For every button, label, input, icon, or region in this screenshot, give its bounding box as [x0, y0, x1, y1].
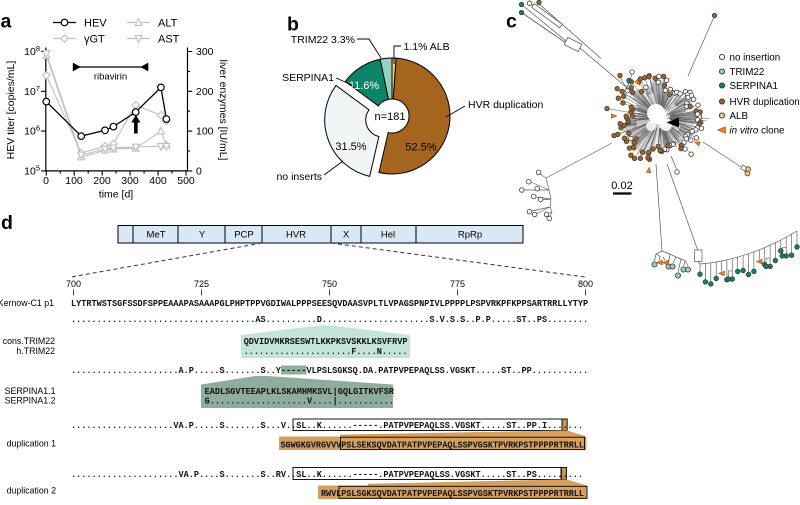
svg-text:a: a — [1, 11, 12, 33]
svg-text:Y: Y — [199, 230, 206, 241]
svg-text:SERPINA1: SERPINA1 — [730, 81, 778, 92]
svg-text:1.1% ALB: 1.1% ALB — [404, 41, 450, 53]
svg-text:0: 0 — [43, 175, 49, 187]
svg-text:200: 200 — [196, 86, 214, 98]
svg-text:d: d — [1, 212, 13, 234]
svg-text:300: 300 — [121, 175, 139, 187]
svg-text:400: 400 — [149, 175, 167, 187]
svg-text:SERPINA1: SERPINA1 — [282, 72, 334, 84]
svg-text:X: X — [343, 230, 350, 241]
svg-text:.....................F....N...: .....................F....N..... — [244, 346, 408, 357]
svg-text:0: 0 — [196, 165, 202, 177]
svg-text:100: 100 — [196, 126, 214, 138]
svg-text:SERPINA1.1: SERPINA1.1 — [5, 386, 56, 396]
svg-text:time [d]: time [d] — [99, 189, 134, 201]
svg-text:750: 750 — [322, 279, 337, 289]
svg-text:γGT: γGT — [84, 34, 105, 46]
svg-text:200: 200 — [93, 175, 111, 187]
svg-text:cons.TRIM22: cons.TRIM22 — [3, 336, 55, 346]
svg-text:52.5%: 52.5% — [405, 142, 436, 154]
svg-text:725: 725 — [194, 279, 209, 289]
svg-text:h.TRIM22: h.TRIM22 — [16, 346, 55, 356]
svg-text:no inserts: no inserts — [276, 171, 322, 183]
svg-text:b: b — [287, 14, 299, 36]
svg-text:ribavirin: ribavirin — [94, 72, 127, 83]
svg-text:..............................: ....................................AS..… — [71, 314, 588, 325]
svg-text:TRIM22 3.3%: TRIM22 3.3% — [291, 34, 355, 46]
svg-text:n=181: n=181 — [375, 111, 406, 123]
svg-text:HVR: HVR — [286, 230, 306, 241]
svg-text:TRIM22: TRIM22 — [730, 67, 765, 78]
svg-text:HVR duplication: HVR duplication — [468, 99, 543, 111]
svg-text:no insertion: no insertion — [730, 53, 781, 64]
svg-text:HEV titer [copies/mL]: HEV titer [copies/mL] — [5, 61, 17, 160]
svg-text:in vitro clone: in vitro clone — [730, 126, 786, 137]
svg-text:RWVLPSLSGKSQVDATPATPVPEPAQLSSP: RWVLPSLSGKSQVDATPATPVPEPAQLSSPVGSKTPVRKP… — [321, 488, 584, 499]
svg-text:ALB: ALB — [730, 111, 749, 122]
svg-text:11.6%: 11.6% — [349, 80, 380, 92]
svg-text:c: c — [506, 11, 517, 33]
svg-text:HEV: HEV — [84, 18, 107, 30]
svg-text:.....................VA.P....S: .....................VA.P....S.......S..… — [71, 469, 583, 480]
svg-text:HVR duplication: HVR duplication — [730, 97, 800, 108]
svg-text:PCP: PCP — [234, 230, 254, 241]
svg-text:700: 700 — [66, 279, 81, 289]
svg-text:SERPINA1.2: SERPINA1.2 — [5, 396, 56, 406]
svg-text:31.5%: 31.5% — [335, 141, 366, 153]
svg-text:duplication 2: duplication 2 — [7, 486, 57, 496]
svg-text:liver enzymes [IU/mL]: liver enzymes [IU/mL] — [217, 60, 229, 161]
svg-text:Kernow-C1 p1: Kernow-C1 p1 — [0, 298, 54, 308]
svg-text:.....................A.P.....S: .....................A.P.....S.......S..… — [71, 365, 588, 376]
svg-text:SGWGKGVRGVVVPSLSEKSQVDATPATPVP: SGWGKGVRGVVVPSLSEKSQVDATPATPVPEPAQLSSPVG… — [281, 440, 585, 451]
svg-text:0.02: 0.02 — [611, 180, 632, 192]
svg-text:RpRp: RpRp — [458, 230, 482, 241]
svg-text:duplication 1: duplication 1 — [7, 439, 57, 449]
svg-text:Hel: Hel — [381, 230, 395, 241]
svg-text:ALT: ALT — [158, 18, 178, 30]
svg-text:G...................V....|....: G...................V....|........... — [205, 396, 394, 407]
svg-text:775: 775 — [450, 279, 465, 289]
svg-text:AST: AST — [158, 34, 180, 46]
svg-text:500: 500 — [177, 175, 195, 187]
svg-text:800: 800 — [578, 279, 593, 289]
svg-text:100: 100 — [65, 175, 83, 187]
svg-text:300: 300 — [196, 46, 214, 58]
svg-text:....................VA.P.....S: ....................VA.P.....S.......S..… — [71, 420, 583, 431]
svg-text:LYTRTWSTSGFSSDFSPPEAAAPASAAAPG: LYTRTWSTSGFSSDFSPPEAAAPASAAAPGLPHPTPPVGD… — [71, 298, 589, 309]
svg-text:MeT: MeT — [147, 230, 166, 241]
